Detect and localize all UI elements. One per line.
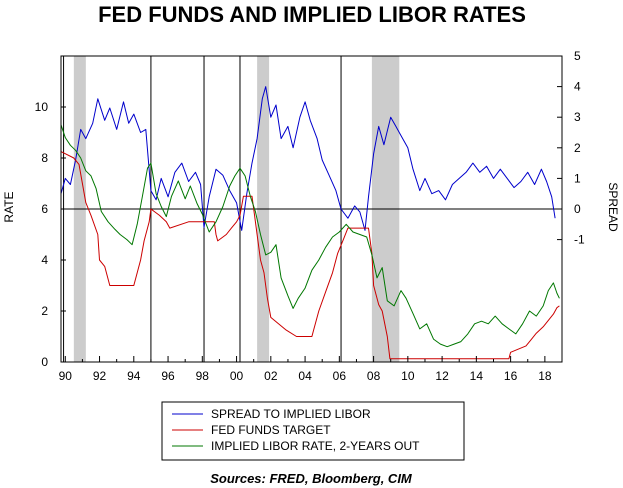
left-tick-label: 0 <box>41 355 48 369</box>
x-tick-label: 90 <box>59 369 73 383</box>
x-tick-label: 18 <box>538 369 552 383</box>
x-tick-label: 06 <box>333 369 347 383</box>
x-tick-label: 92 <box>93 369 107 383</box>
chart-title: FED FUNDS AND IMPLIED LIBOR RATES <box>98 2 526 27</box>
legend-label-2: FED FUNDS TARGET <box>211 423 331 437</box>
source-note: Sources: FRED, Bloomberg, CIM <box>210 471 413 486</box>
right-tick-label: -1 <box>574 233 585 247</box>
left-tick-label: 6 <box>41 202 48 216</box>
legend: SPREAD TO IMPLIED LIBOR FED FUNDS TARGET I… <box>161 401 465 461</box>
x-tick-label: 94 <box>127 369 141 383</box>
x-tick-label: 16 <box>504 369 518 383</box>
legend-label-1: SPREAD TO IMPLIED LIBOR <box>211 407 371 421</box>
x-tick-label: 00 <box>230 369 244 383</box>
series-line-2 <box>60 151 560 360</box>
right-tick-label: 3 <box>574 110 581 124</box>
x-tick-label: 04 <box>298 369 312 383</box>
x-tick-label: 08 <box>367 369 381 383</box>
right-tick-label: 4 <box>574 80 581 94</box>
left-axis-ticks: 0 2 4 6 8 10 <box>35 100 66 369</box>
x-axis-ticks: 90 92 94 96 98 00 02 04 06 08 10 12 14 16 18 <box>59 356 563 383</box>
left-tick-label: 10 <box>35 100 49 114</box>
series-lines <box>60 86 560 360</box>
right-axis-title: SPREAD <box>606 182 620 232</box>
right-tick-label: 2 <box>574 141 581 155</box>
left-tick-label: 2 <box>41 304 48 318</box>
x-tick-label: 14 <box>470 369 484 383</box>
left-tick-label: 4 <box>41 253 48 267</box>
left-tick-label: 8 <box>41 151 48 165</box>
x-tick-label: 98 <box>196 369 210 383</box>
right-tick-label: 1 <box>574 171 581 185</box>
legend-label-3: IMPLIED LIBOR RATE, 2-YEARS OUT <box>211 439 420 453</box>
right-tick-label: 0 <box>574 202 581 216</box>
right-axis-ticks: -1 0 1 2 3 4 5 <box>557 49 585 247</box>
series-line-3 <box>60 124 560 348</box>
x-tick-label: 02 <box>264 369 278 383</box>
legend-box <box>161 401 465 461</box>
x-tick-label: 96 <box>161 369 175 383</box>
right-tick-label: 5 <box>574 49 581 63</box>
x-tick-label: 10 <box>401 369 415 383</box>
x-tick-label: 12 <box>435 369 449 383</box>
left-axis-title: RATE <box>2 191 16 222</box>
series-line-1 <box>60 86 556 231</box>
